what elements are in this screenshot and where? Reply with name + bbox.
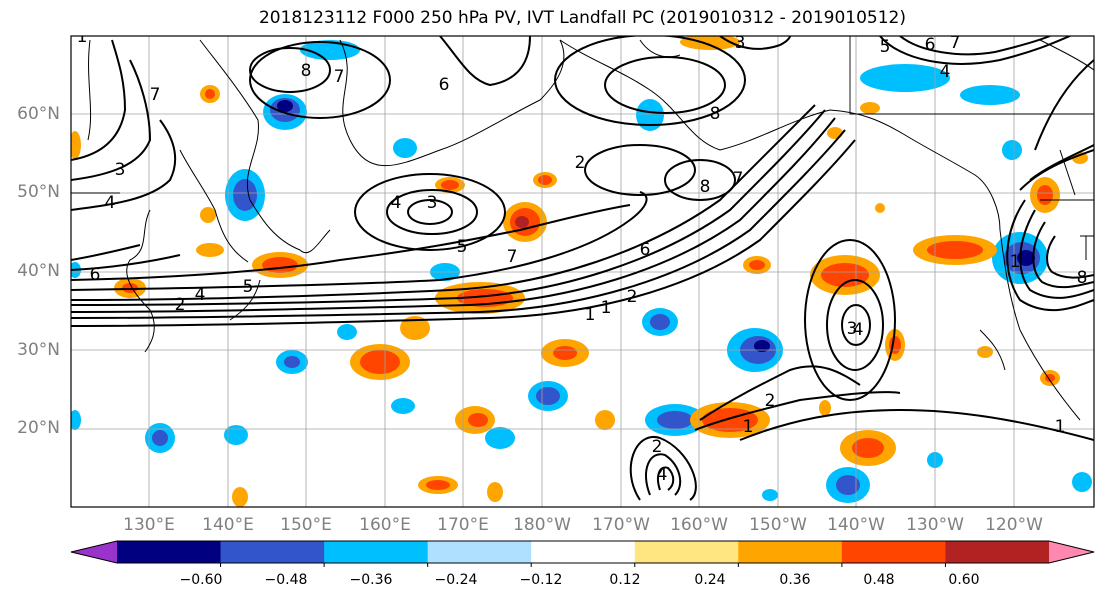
colorbar-label: 0.60 <box>948 572 980 588</box>
colorbar-segment <box>324 541 429 563</box>
contour-label: 1 <box>743 417 754 437</box>
contour-label: 7 <box>334 67 345 87</box>
colorbar-segment <box>117 541 222 563</box>
colorbar-extend-high <box>1049 541 1094 563</box>
colorbar-label: 0.48 <box>863 572 895 588</box>
contour-label: 1 <box>77 27 88 47</box>
colorbar-label: −0.48 <box>264 572 308 588</box>
contour-label: 1 <box>585 305 596 325</box>
colorbar-label: −0.60 <box>179 572 223 588</box>
lat-label-40n: 40°N <box>17 261 60 281</box>
contour-label: 4 <box>391 193 402 213</box>
lat-label-50n: 50°N <box>17 182 60 202</box>
colorbar-label: 0.12 <box>609 572 641 588</box>
lat-label-30n: 30°N <box>17 340 60 360</box>
lon-label-180w: 180°W <box>513 515 571 535</box>
colorbar-outline <box>70 540 1095 564</box>
contour-label: 6 <box>640 240 651 260</box>
contour-label: 3 <box>115 160 126 180</box>
contour-label: 3 <box>427 193 438 213</box>
colorbar-segment <box>531 541 636 563</box>
lon-label-130e: 130°E <box>123 515 175 535</box>
lon-label-130w: 130°W <box>906 515 964 535</box>
contour-label: 1 <box>1055 417 1066 437</box>
pv-anomaly-fill-layer <box>71 36 1092 507</box>
contour-label: 4 <box>105 193 116 213</box>
colorbar-segment <box>945 541 1050 563</box>
map-frame <box>70 35 1095 508</box>
contour-label: 8 <box>710 104 721 124</box>
lon-label-140w: 140°W <box>827 515 885 535</box>
lon-label-170w: 170°W <box>592 515 650 535</box>
contour-label: 6 <box>439 75 450 95</box>
lat-label-60n: 60°N <box>17 104 60 124</box>
contour-label-layer: 8 7 6 5 4 3 2 1 8 7 4 3 5 7 6 2 1 2 1 4 … <box>77 27 1088 485</box>
contour-label: 2 <box>627 287 638 307</box>
colorbar-segment <box>220 541 325 563</box>
contour-label: 2 <box>575 153 586 173</box>
lon-label-160w: 160°W <box>670 515 728 535</box>
pv-contour-lines <box>71 36 1094 501</box>
contour-label: 5 <box>243 277 254 297</box>
contour-label: 4 <box>940 62 951 82</box>
contour-label: 3 <box>847 319 858 339</box>
contour-label: 1 <box>601 298 612 318</box>
contour-label: 4 <box>853 320 864 340</box>
lon-label-150w: 150°W <box>749 515 807 535</box>
lat-label-20n: 20°N <box>17 418 60 438</box>
contour-label: 2 <box>652 437 663 457</box>
contour-label: 6 <box>925 35 936 55</box>
contour-label: 2 <box>765 391 776 411</box>
colorbar-label: −0.12 <box>519 572 563 588</box>
colorbar-segment <box>841 541 946 563</box>
contour-label: 2 <box>175 295 186 315</box>
lon-label-140e: 140°E <box>202 515 254 535</box>
colorbar-label: −0.36 <box>349 572 393 588</box>
colorbar-segment <box>634 541 739 563</box>
lon-label-160e: 160°E <box>359 515 411 535</box>
contour-label: 8 <box>1077 268 1088 288</box>
contour-label: 8 <box>301 61 312 81</box>
contour-label: 7 <box>950 33 961 53</box>
lon-label-150e: 150°E <box>280 515 332 535</box>
contour-label: 4 <box>195 285 206 305</box>
contour-label: 3 <box>735 33 746 53</box>
colorbar-segment <box>738 541 843 563</box>
contour-label: 7 <box>507 247 518 267</box>
contour-label: 4 <box>657 465 668 485</box>
colorbar-label: −0.24 <box>434 572 478 588</box>
colorbar-extend-low <box>71 541 117 563</box>
contour-label: 8 <box>700 177 711 197</box>
contour-label: 7 <box>733 169 744 189</box>
lon-label-170e: 170°E <box>437 515 489 535</box>
colorbar-label: 0.24 <box>694 572 726 588</box>
lat-lon-gridlines <box>71 36 1094 507</box>
contour-label: 1 <box>1010 252 1021 272</box>
contour-label: 5 <box>880 37 891 57</box>
boundary-lines <box>71 36 1094 201</box>
contour-label: 5 <box>457 237 468 257</box>
contour-label: 6 <box>90 265 101 285</box>
map-title: 2018123112 F000 250 hPa PV, IVT Landfall… <box>258 8 906 28</box>
colorbar-label: 0.36 <box>779 572 811 588</box>
coastlines <box>87 39 1094 421</box>
colorbar <box>70 540 1095 567</box>
lon-label-120w: 120°W <box>985 515 1043 535</box>
contour-label: 7 <box>150 85 161 105</box>
colorbar-segment <box>427 541 532 563</box>
